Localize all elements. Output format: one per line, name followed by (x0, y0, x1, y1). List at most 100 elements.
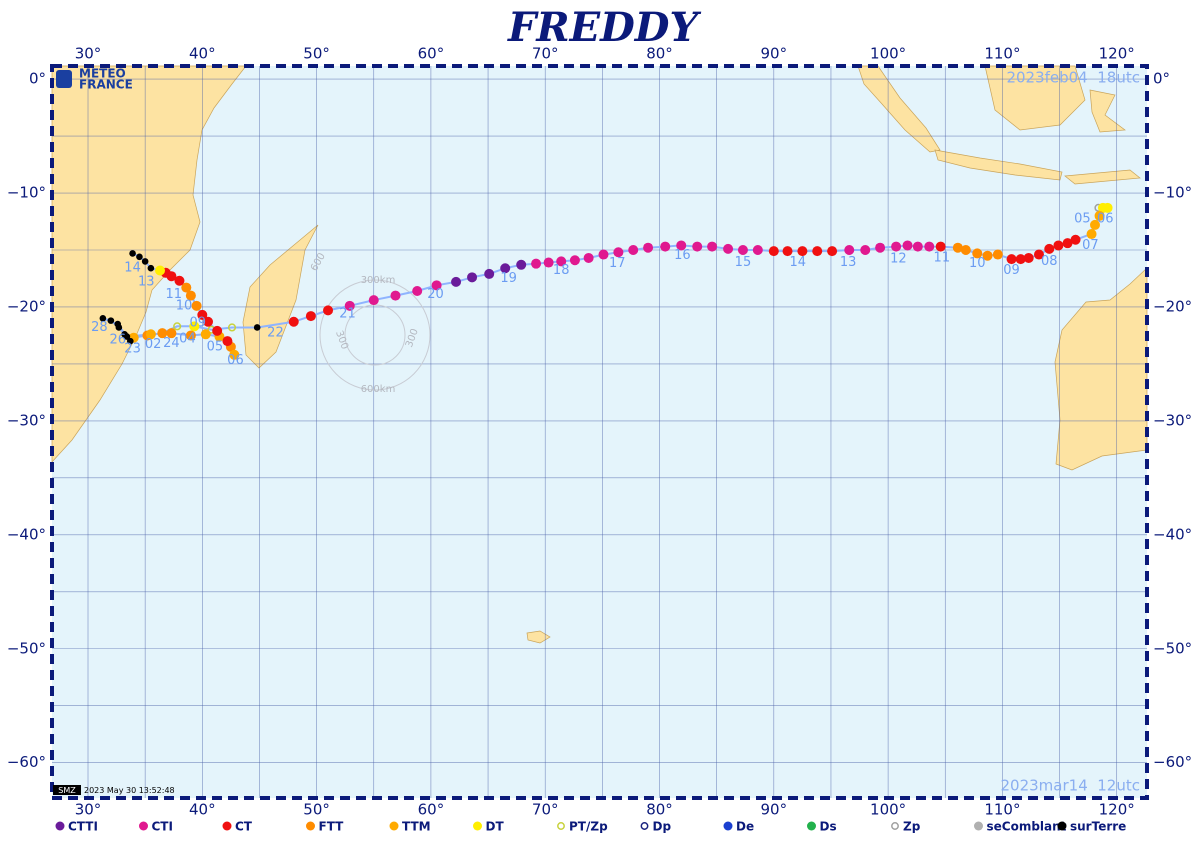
track-point (467, 272, 478, 283)
day-label: 11 (165, 287, 182, 302)
track-point (99, 315, 107, 322)
track-point (451, 276, 462, 287)
logo-text: METEO (79, 67, 126, 81)
legend-marker (974, 821, 983, 831)
day-label: 15 (735, 255, 752, 270)
lon-tick-label: 70° (532, 45, 559, 63)
track-point (173, 322, 182, 331)
track-point (1089, 219, 1100, 230)
legend-marker (640, 822, 649, 830)
track-point (1023, 252, 1034, 263)
lat-tick-label: −30° (1153, 411, 1192, 429)
track-point (155, 265, 166, 276)
track-point (1062, 238, 1073, 249)
track-point (368, 295, 379, 306)
lon-tick-label: 40° (189, 801, 216, 819)
lon-tick-label: 40° (189, 45, 216, 63)
track-point (147, 264, 155, 272)
track-point (1006, 254, 1017, 265)
day-label: 18 (553, 263, 570, 278)
track-point (412, 286, 423, 297)
track-point (812, 246, 823, 257)
legend-label: De (736, 820, 754, 834)
track-point (902, 240, 913, 251)
track-point (212, 325, 223, 336)
track-point (191, 300, 202, 311)
track-point (157, 328, 168, 339)
track-point (531, 258, 542, 269)
track-point (166, 328, 177, 339)
ocean (52, 66, 1147, 798)
track-point (844, 244, 855, 255)
track-point (952, 242, 963, 253)
lon-tick-label: 80° (646, 45, 673, 63)
legend-marker (222, 821, 232, 831)
track-point (583, 252, 594, 263)
day-label: 13 (138, 274, 155, 289)
day-label: 21 (339, 306, 356, 321)
track-point (752, 244, 763, 255)
legend-label: CTTI (68, 820, 98, 834)
legend-label: Ds (820, 820, 837, 834)
legend-label: surTerre (1070, 820, 1126, 834)
lon-tick-label: 60° (418, 45, 445, 63)
track-point (1015, 254, 1026, 265)
track-point (782, 246, 793, 257)
day-label: 17 (609, 256, 626, 271)
ring-600 (319, 279, 431, 391)
day-label: 23 (124, 342, 141, 357)
track-point (912, 241, 923, 252)
ring-label: 600km (361, 384, 396, 395)
track-point (598, 249, 609, 260)
day-label: 10 (969, 256, 986, 271)
track-point (484, 268, 495, 279)
day-label: 22 (267, 326, 284, 341)
track-point (390, 290, 401, 301)
lon-tick-label: 80° (646, 801, 673, 819)
track-point (737, 244, 748, 255)
legend-marker (807, 821, 816, 831)
track-point (992, 249, 1003, 260)
legend-label: FTT (319, 820, 345, 834)
day-label: 04 (179, 331, 196, 346)
lon-tick-label: 60° (418, 801, 445, 819)
track-point (197, 309, 208, 320)
borneo (984, 65, 1086, 131)
legend-marker (1057, 821, 1067, 831)
day-label: 26 (109, 333, 126, 348)
legend-label: seComblant (987, 820, 1067, 834)
lon-tick-label: 100° (870, 801, 906, 819)
legend-marker (473, 821, 482, 831)
track-point (1086, 229, 1097, 240)
logo: METEO FRANCE (56, 67, 133, 92)
track-point (431, 280, 442, 291)
ring-label: 300km (361, 275, 396, 286)
lon-tick-label: 50° (303, 801, 330, 819)
track-point (827, 246, 838, 257)
track-point (723, 243, 734, 254)
track-point (200, 329, 211, 340)
africa (51, 65, 247, 463)
lat-tick-label: −30° (7, 411, 46, 429)
logo-icon (56, 70, 72, 88)
track-point (141, 258, 149, 265)
track-point (543, 257, 554, 268)
day-label: 20 (427, 287, 444, 302)
day-label: 12 (890, 252, 907, 267)
legend-label: DT (486, 820, 505, 834)
track-point (189, 321, 200, 332)
track-point (323, 305, 334, 316)
grid (52, 66, 1147, 798)
day-label: 13 (840, 255, 857, 270)
track-point (129, 250, 136, 257)
track-point (556, 256, 567, 267)
track-point (344, 300, 355, 311)
lon-tick-label: 30° (75, 45, 102, 63)
lat-tick-label: −50° (7, 639, 46, 657)
stamp-badge: SMZ (58, 786, 76, 795)
day-label: 19 (500, 271, 517, 286)
track-point (768, 246, 779, 257)
track-point (227, 323, 237, 332)
lon-tick-label: 90° (761, 45, 788, 63)
